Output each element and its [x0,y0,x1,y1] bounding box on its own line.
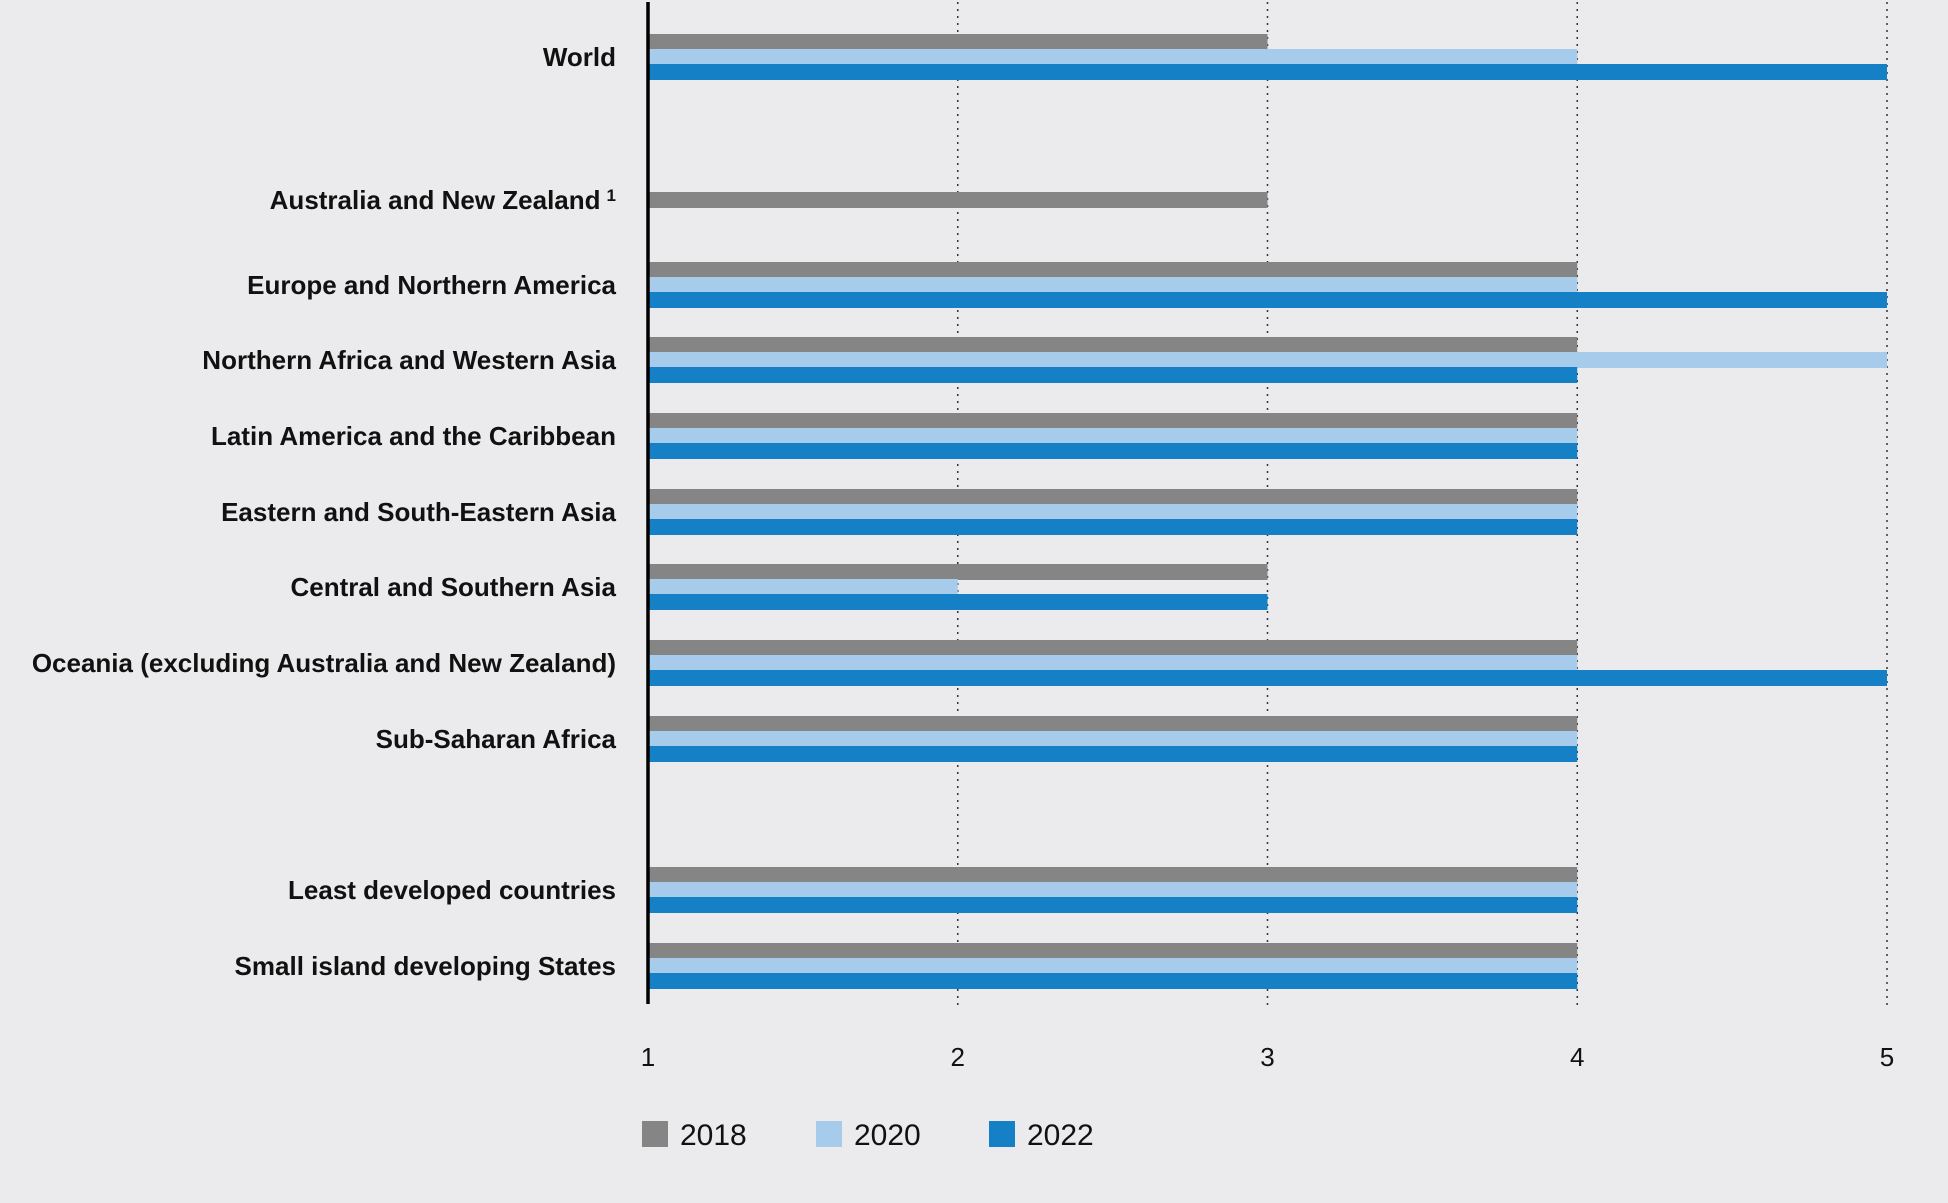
bar-central-and-southern-asia-2020 [648,579,958,595]
category-labels: World Australia and New Zealand 1 Europe an… [32,42,617,981]
bar-europe-and-northern-america-2018 [648,262,1578,278]
category-label-small-island-developing-states: Small island developing States [235,951,616,981]
category-label-oceania-excluding-australia-and-new-zealand: Oceania (excluding Australia and New Zea… [32,648,616,678]
bar-sub-saharan-africa-2018 [648,716,1578,732]
bar-oceania-excluding-australia-and-new-zealand-2022 [648,670,1887,686]
bar-northern-africa-and-western-asia-2022 [648,367,1578,383]
category-label-europe-and-northern-america: Europe and Northern America [247,270,616,300]
x-tick-label-4: 4 [1570,1042,1584,1072]
bar-oceania-excluding-australia-and-new-zealand-2018 [648,640,1578,656]
legend-swatch-2020 [816,1121,842,1147]
bar-eastern-and-south-eastern-asia-2022 [648,519,1578,535]
bars [648,34,1887,989]
bar-eastern-and-south-eastern-asia-2018 [648,489,1578,505]
bar-latin-america-and-the-caribbean-2020 [648,428,1578,444]
category-label-world: World [543,42,616,72]
x-tick-label-2: 2 [951,1042,965,1072]
bar-world-2018 [648,34,1268,50]
x-tick-label-5: 5 [1880,1042,1894,1072]
x-tick-labels: 1 2 3 4 5 [641,1042,1894,1072]
bar-central-and-southern-asia-2018 [648,564,1268,580]
x-tick-label-3: 3 [1260,1042,1274,1072]
bar-latin-america-and-the-caribbean-2018 [648,413,1578,429]
bar-small-island-developing-states-2020 [648,958,1578,974]
bar-small-island-developing-states-2018 [648,943,1578,959]
bar-northern-africa-and-western-asia-2018 [648,337,1578,353]
category-label-least-developed-countries: Least developed countries [288,875,616,905]
bar-australia-and-new-zealand-2018 [648,192,1268,208]
bar-sub-saharan-africa-2020 [648,731,1578,747]
bar-least-developed-countries-2018 [648,867,1578,883]
category-label-eastern-and-south-eastern-asia: Eastern and South-Eastern Asia [221,497,616,527]
category-label-central-and-southern-asia: Central and Southern Asia [290,572,616,602]
category-label-sub-saharan-africa: Sub-Saharan Africa [376,724,617,754]
legend-swatch-2018 [642,1121,668,1147]
bar-world-2020 [648,49,1578,65]
legend-label-2020: 2020 [854,1119,921,1152]
bar-least-developed-countries-2022 [648,897,1578,913]
bar-oceania-excluding-australia-and-new-zealand-2020 [648,655,1578,671]
bar-small-island-developing-states-2022 [648,973,1578,989]
legend-label-2022: 2022 [1027,1119,1094,1152]
category-label-northern-africa-and-western-asia: Northern Africa and Western Asia [202,345,616,375]
bar-central-and-southern-asia-2022 [648,594,1268,610]
category-label-australia-and-new-zealand: Australia and New Zealand 1 [270,185,616,215]
bar-least-developed-countries-2020 [648,882,1578,898]
bar-northern-africa-and-western-asia-2020 [648,352,1887,368]
bar-europe-and-northern-america-2020 [648,277,1578,293]
bar-world-2022 [648,64,1887,80]
bar-latin-america-and-the-caribbean-2022 [648,443,1578,459]
legend: 2018 2020 2022 [642,1119,1094,1152]
x-tick-label-1: 1 [641,1042,655,1072]
bar-europe-and-northern-america-2022 [648,292,1887,308]
bar-eastern-and-south-eastern-asia-2020 [648,504,1578,520]
category-label-latin-america-and-the-caribbean: Latin America and the Caribbean [211,421,616,451]
bar-sub-saharan-africa-2022 [648,746,1578,762]
legend-label-2018: 2018 [680,1119,747,1152]
legend-swatch-2022 [989,1121,1015,1147]
